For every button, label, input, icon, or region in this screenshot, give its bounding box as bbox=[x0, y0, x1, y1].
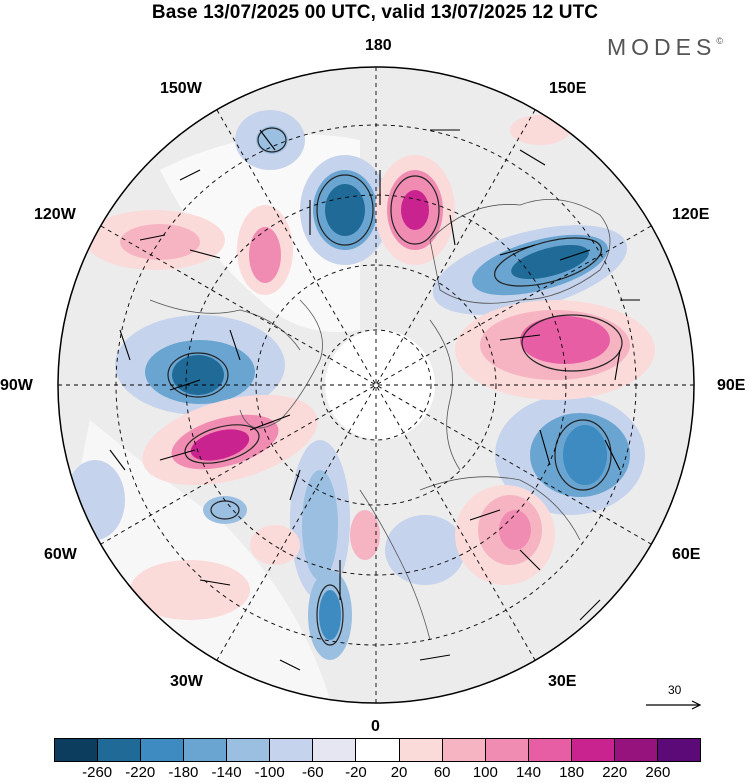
colorbar-tick-label: -260 bbox=[82, 764, 113, 781]
colorbar-tick-label: 20 bbox=[390, 764, 408, 781]
lon-label-30e: 30E bbox=[548, 673, 577, 690]
lon-label-120e: 120E bbox=[672, 206, 710, 223]
colorbar-swatch bbox=[528, 739, 572, 761]
colorbar-tick-label: -180 bbox=[168, 764, 199, 781]
modes-brand-logo: MODES© bbox=[607, 34, 723, 61]
map-disk bbox=[58, 67, 694, 703]
reference-arrow-icon bbox=[646, 700, 702, 710]
colorbar-swatch bbox=[313, 739, 357, 761]
lon-label-30w: 30W bbox=[170, 673, 203, 690]
meridian-lines bbox=[58, 67, 694, 703]
lon-label-90w: 90W bbox=[0, 377, 33, 394]
colorbar-tick-label: 140 bbox=[515, 764, 541, 781]
colorbar-tick-label: 260 bbox=[645, 764, 671, 781]
colorbar bbox=[54, 738, 701, 762]
positive-anomalies bbox=[85, 115, 655, 620]
lon-label-120w: 120W bbox=[34, 206, 76, 223]
lon-label-180: 180 bbox=[365, 37, 392, 54]
reference-vector-label: 30 bbox=[668, 683, 682, 697]
coastlines bbox=[149, 199, 611, 641]
colorbar-swatch bbox=[227, 739, 271, 761]
lon-label-150w: 150W bbox=[160, 80, 202, 97]
colorbar-tick-label: -220 bbox=[125, 764, 156, 781]
colorbar-swatch bbox=[399, 739, 443, 761]
lon-label-90e: 90E bbox=[717, 377, 746, 394]
colorbar-swatch bbox=[98, 739, 142, 761]
colorbar-swatch bbox=[485, 739, 529, 761]
colorbar-swatch bbox=[141, 739, 185, 761]
colorbar-swatch bbox=[184, 739, 228, 761]
polar-map bbox=[57, 66, 695, 704]
brand-text: MODES bbox=[607, 34, 717, 60]
colorbar-swatch bbox=[270, 739, 314, 761]
lon-label-60w: 60W bbox=[44, 546, 77, 563]
colorbar-swatch bbox=[571, 739, 615, 761]
colorbar-swatch bbox=[614, 739, 658, 761]
colorbar-tick-label: -20 bbox=[345, 764, 367, 781]
colorbar-tick-label: -140 bbox=[211, 764, 242, 781]
copyright-mark: © bbox=[716, 36, 723, 46]
colorbar-tick-label: 220 bbox=[602, 764, 628, 781]
colorbar-tick-label: -60 bbox=[301, 764, 324, 781]
negative-anomalies bbox=[65, 110, 645, 660]
colorbar-tick-label: 180 bbox=[559, 764, 585, 781]
reference-vector: 30 bbox=[640, 683, 710, 713]
contour-lines bbox=[167, 127, 623, 646]
colorbar-tick-label: -100 bbox=[254, 764, 285, 781]
colorbar-tick-label: 100 bbox=[472, 764, 498, 781]
lon-label-60e: 60E bbox=[672, 546, 701, 563]
colorbar-swatch bbox=[55, 739, 99, 761]
map-border bbox=[57, 66, 695, 704]
colorbar-ticks: -260 -220 -180 -140 -100 -60 -20 20 60 100 140 180 2… bbox=[54, 764, 701, 782]
lon-label-0: 0 bbox=[371, 718, 380, 735]
colorbar-swatch bbox=[657, 739, 700, 761]
lon-label-150e: 150E bbox=[549, 80, 587, 97]
colorbar-tick-label: 60 bbox=[433, 764, 451, 781]
wind-vectors bbox=[109, 129, 640, 671]
colorbar-swatch bbox=[356, 739, 400, 761]
chart-title: Base 13/07/2025 00 UTC, valid 13/07/2025… bbox=[151, 2, 599, 23]
colorbar-swatch bbox=[442, 739, 486, 761]
